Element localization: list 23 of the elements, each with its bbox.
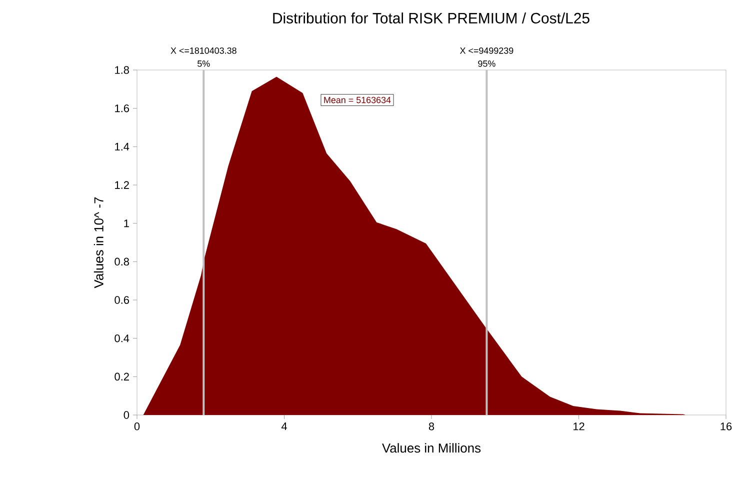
x-tick-label: 4 [281, 422, 287, 430]
x-tick-label: 16 [720, 422, 732, 430]
y-tick-label: 1 [124, 220, 129, 228]
y-tick-label: 1.6 [115, 104, 129, 112]
y-tick-label: 0.2 [114, 372, 129, 381]
y-tick-label: 0.6 [114, 296, 129, 304]
ref-line-label: X <=1810403.38 [170, 47, 236, 54]
y-tick-label: 1.8 [115, 66, 129, 74]
y-tick-label: 1.4 [115, 142, 130, 150]
y-tick-label: 0.4 [114, 334, 130, 342]
x-tick-label: 8 [428, 422, 434, 430]
annotation: Mean = 5163634 [324, 96, 391, 104]
y-tick-label: 1.2 [115, 181, 129, 189]
x-axis-title: Values in Millions [382, 443, 481, 453]
y-tick-label: 0 [124, 411, 130, 419]
x-tick-label: 0 [134, 422, 140, 430]
y-tick-label: 0.8 [114, 258, 129, 266]
annotation: 5% [198, 60, 210, 67]
chart-title: Distribution for Total RISK PREMIUM / Cost/L25 [273, 12, 590, 24]
ref-line-label: X <=9499239 [460, 47, 514, 54]
annotation: 95% [478, 60, 496, 67]
x-tick-label: 12 [573, 422, 584, 430]
y-axis-title: Values in 10^ -7 [94, 197, 104, 288]
